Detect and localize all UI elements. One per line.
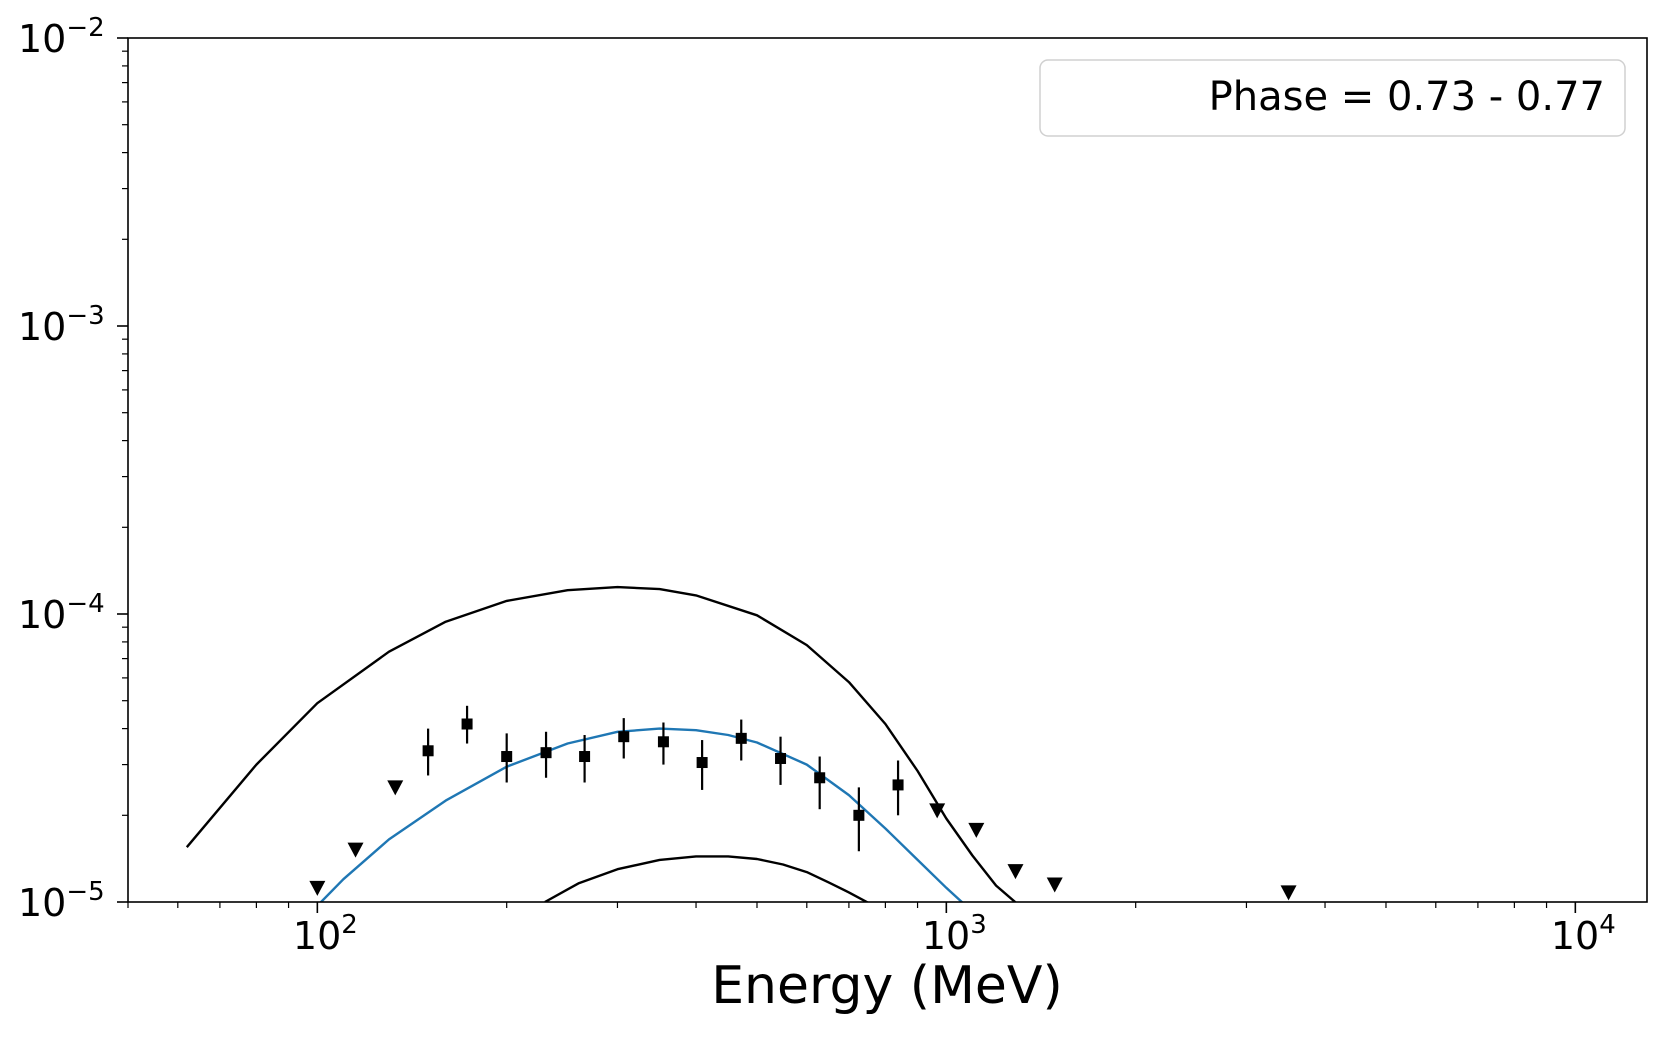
y-tick-label: 10−3	[18, 301, 105, 349]
x-tick-label: 104	[1551, 910, 1616, 958]
data-point	[814, 772, 826, 784]
data-point	[501, 751, 513, 763]
fit-line	[319, 727, 964, 902]
upper-limit-marker	[968, 822, 985, 838]
data-point	[892, 779, 904, 791]
upper-limit-marker	[309, 880, 326, 896]
plot-frame	[127, 37, 1648, 903]
major-ticks	[117, 37, 1577, 913]
x-tick-labels: 102 103 104	[293, 910, 1616, 958]
data-point	[618, 731, 630, 743]
data-point	[775, 752, 787, 764]
y-tick-label: 10−5	[18, 877, 105, 925]
y-tick-label: 10−4	[18, 589, 105, 637]
lower-model-curve-line	[544, 855, 870, 902]
y-tick-labels: 10−5 10−4 10−3 10−2	[18, 13, 105, 925]
minor-ticks	[122, 50, 1548, 908]
data-point	[540, 747, 552, 759]
upper-model-curve-line	[185, 585, 1017, 902]
legend-box	[1039, 59, 1626, 137]
x-tick-label: 103	[922, 910, 987, 958]
data-point	[461, 718, 473, 730]
markers	[309, 705, 1297, 901]
upper-limit-marker	[929, 803, 946, 819]
data-point	[422, 745, 434, 757]
upper-limit-marker	[1007, 864, 1024, 880]
data-point	[579, 751, 591, 763]
upper-limit-marker	[1280, 885, 1297, 901]
curves	[185, 585, 1017, 902]
data-point	[657, 736, 669, 748]
plot-area	[128, 38, 1647, 902]
x-axis-label: Energy (MeV)	[711, 956, 1063, 1016]
y-tick-label: 10−2	[18, 13, 105, 61]
upper-limit-marker	[347, 842, 364, 858]
x-tick-label: 102	[293, 910, 358, 958]
upper-limit-marker	[1046, 877, 1063, 893]
legend: Phase = 0.73 - 0.77	[1039, 59, 1626, 137]
upper-limit-marker	[387, 780, 404, 796]
data-point	[696, 757, 708, 769]
data-point	[735, 732, 747, 744]
legend-label: Phase = 0.73 - 0.77	[1209, 74, 1605, 120]
data-point	[853, 809, 865, 821]
